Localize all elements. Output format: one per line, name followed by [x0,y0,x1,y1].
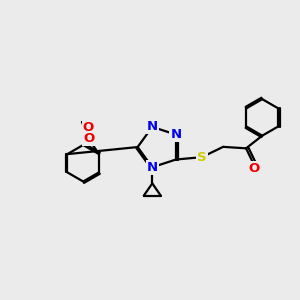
Text: N: N [170,128,182,141]
Text: N: N [147,161,158,174]
Text: O: O [249,162,260,176]
Text: O: O [83,122,94,134]
Text: N: N [147,120,158,134]
Text: S: S [197,151,207,164]
Text: O: O [83,132,94,145]
